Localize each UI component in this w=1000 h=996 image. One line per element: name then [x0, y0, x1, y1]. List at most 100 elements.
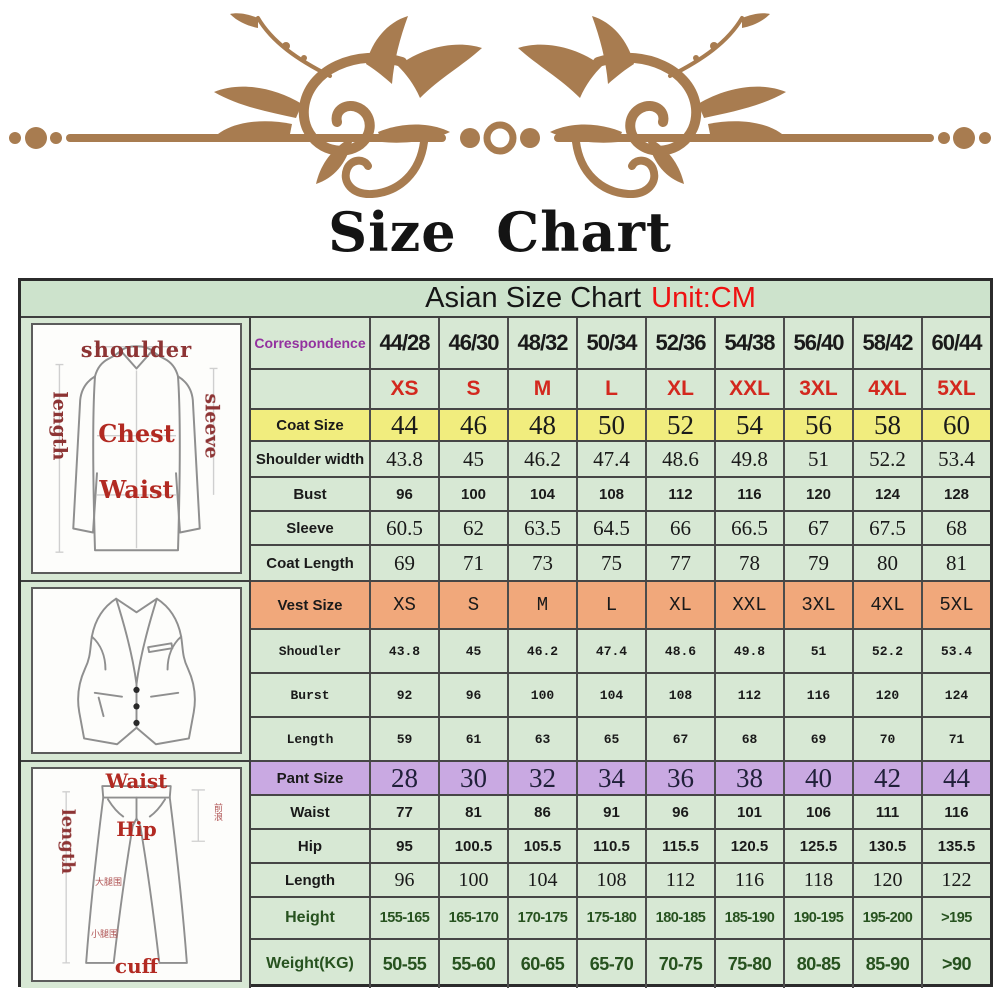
cell-value: 79 — [785, 546, 854, 580]
table-subtitle: Asian Size Chart Unit:CM — [21, 281, 990, 318]
cell-value: 52.2 — [854, 630, 923, 672]
cell-value: 51 — [785, 442, 854, 476]
cell-value: 104 — [578, 674, 647, 716]
cell-value: 55-60 — [440, 940, 509, 988]
row-label: Coat Length — [251, 546, 371, 580]
row-label — [251, 370, 371, 408]
jacket-waist-label: Waist — [99, 475, 174, 504]
cell-value: 68 — [946, 515, 967, 540]
cell-value: 100 — [440, 478, 509, 510]
row-label: Sleeve — [251, 512, 371, 544]
cell-value: 5XL — [939, 594, 974, 616]
cell-value: 54/38 — [716, 318, 785, 368]
cell-value: 96 — [371, 864, 440, 896]
cell-value: 112 — [716, 674, 785, 716]
cell-value: 67.5 — [854, 512, 923, 544]
cell-value: 49.8 — [716, 442, 785, 476]
jacket-diagram-block: shoulder length sleeve Chest Waist — [21, 318, 249, 580]
unit-label: Unit:CM — [651, 282, 756, 314]
table-row-waist: Waist 77 81 86 91 96 101 106 111 116 — [251, 794, 990, 828]
row-label: Hip — [251, 830, 371, 862]
cell-value: 67 — [647, 718, 716, 760]
table-subtitle-text: Asian Size Chart — [425, 282, 642, 314]
cell-value: 54 — [716, 410, 785, 440]
cell-value: 28 — [371, 762, 440, 794]
cell-value: 108 — [578, 864, 647, 896]
pants-cuff-label: cuff — [114, 954, 159, 978]
row-label: Bust — [251, 478, 371, 510]
cell-value: 4XL — [854, 370, 923, 408]
cell-value: 86 — [509, 796, 578, 828]
cell-value: 100 — [509, 674, 578, 716]
table-row-shoudler: Shoudler 43.8 45 46.2 47.4 48.6 49.8 51 52.2 53.4 — [251, 628, 990, 672]
cell-value: 80-85 — [785, 940, 854, 988]
cell-value: 135.5 — [937, 837, 976, 855]
cell-value: 105.5 — [509, 830, 578, 862]
table-row-sleeve: Sleeve 60.5 62 63.5 64.5 66 66.5 67 67.5 68 — [251, 510, 990, 544]
page-title: Size Chart — [328, 200, 672, 264]
cell-value: 34 — [578, 762, 647, 794]
cell-value: M — [509, 582, 578, 628]
cell-value: 125.5 — [785, 830, 854, 862]
row-label: Coat Size — [251, 410, 371, 440]
floral-divider-ornament — [9, 12, 1000, 207]
cell-value: 96 — [371, 478, 440, 510]
cell-value: 36 — [647, 762, 716, 794]
cell-value: 48.6 — [647, 630, 716, 672]
cell-value: XS — [371, 582, 440, 628]
cell-value: 45 — [440, 630, 509, 672]
table-row-pant-size: Pant Size 28 30 32 34 36 38 40 42 44 — [251, 760, 990, 794]
cell-value: XL — [647, 370, 716, 408]
cell-value: 108 — [647, 674, 716, 716]
table-row-coat-size: Coat Size 44 46 48 50 52 54 56 58 60 — [251, 408, 990, 440]
cell-value: 81 — [440, 796, 509, 828]
cell-value: XS — [371, 370, 440, 408]
cell-value: 46 — [440, 410, 509, 440]
cell-value: 115.5 — [647, 830, 716, 862]
pants-waist-label: Waist — [105, 769, 168, 793]
cell-value: 190-195 — [785, 898, 854, 938]
cell-value: 112 — [647, 864, 716, 896]
cell-value: 106 — [785, 796, 854, 828]
cell-value: 56/40 — [785, 318, 854, 368]
cell-value: 44 — [943, 762, 970, 793]
cell-value: 30 — [440, 762, 509, 794]
cell-value: 46.2 — [509, 442, 578, 476]
cell-value: 91 — [578, 796, 647, 828]
table-row-burst: Burst 92 96 100 104 108 112 116 120 124 — [251, 672, 990, 716]
cell-value: M — [509, 370, 578, 408]
cell-value: 124 — [854, 478, 923, 510]
cell-value: 100.5 — [440, 830, 509, 862]
cell-value: 75-80 — [716, 940, 785, 988]
pants-outline-drawing — [62, 785, 205, 964]
cell-value: 116 — [716, 478, 785, 510]
cell-value: 58 — [854, 410, 923, 440]
table-row-shoulder-width: Shoulder width 43.8 45 46.2 47.4 48.6 49.8 51 52… — [251, 440, 990, 476]
cell-value: XXL — [716, 582, 785, 628]
cell-value: L — [578, 582, 647, 628]
cell-value: 96 — [440, 674, 509, 716]
cell-value: 58/42 — [854, 318, 923, 368]
cell-value: 49.8 — [716, 630, 785, 672]
vest-diagram — [31, 587, 242, 754]
cell-value: 130.5 — [854, 830, 923, 862]
cell-value: 116 — [944, 803, 969, 821]
cell-value: 52 — [647, 410, 716, 440]
cell-value: 66.5 — [716, 512, 785, 544]
cell-value: 80 — [854, 546, 923, 580]
cell-value: 43.8 — [371, 630, 440, 672]
cell-value: 61 — [440, 718, 509, 760]
cell-value: 75 — [578, 546, 647, 580]
jacket-diagram: shoulder length sleeve Chest Waist — [31, 323, 242, 574]
cell-value: 175-180 — [578, 898, 647, 938]
cell-value: 85-90 — [854, 940, 923, 988]
cell-value: 124 — [944, 687, 969, 703]
cell-value: 67 — [785, 512, 854, 544]
row-label: Weight(KG) — [251, 940, 371, 988]
cell-value: 60/44 — [931, 330, 982, 355]
row-label: Waist — [251, 796, 371, 828]
cell-value: 48/32 — [509, 318, 578, 368]
table-row-vest-size: Vest Size XS S M L XL XXL 3XL 4XL 5XL — [251, 580, 990, 628]
cell-value: 40 — [785, 762, 854, 794]
